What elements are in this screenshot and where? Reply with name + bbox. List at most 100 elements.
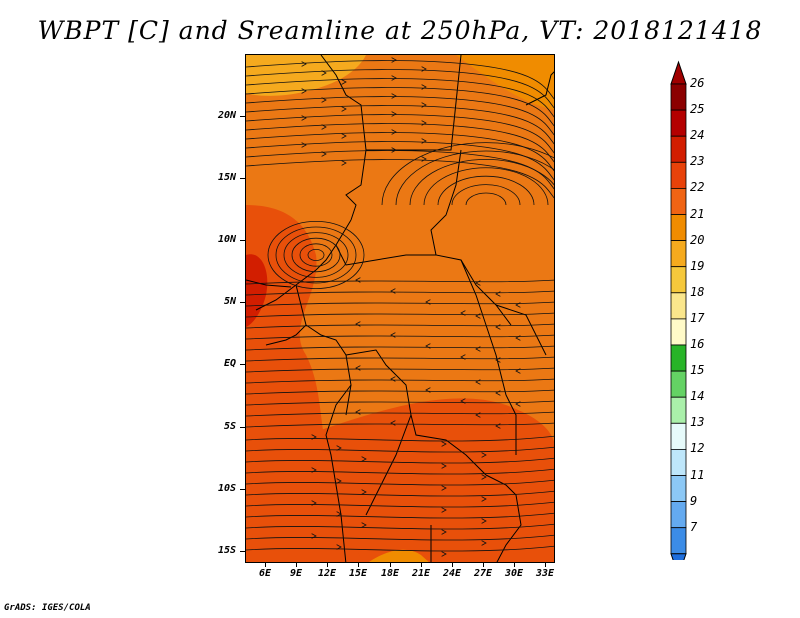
streamline (246, 290, 554, 296)
colorbar-label: 22 (690, 180, 705, 195)
streamline (291, 237, 341, 273)
streamline-arrow (421, 156, 427, 162)
country-border (365, 414, 412, 516)
streamline (246, 367, 554, 373)
grads-credit: GrADS: IGES/COLA (4, 603, 91, 613)
wbpt-22-region-northeast (456, 55, 554, 110)
longitude-label: 30E (504, 568, 524, 579)
streamline (246, 69, 554, 109)
streamline-arrow (475, 280, 481, 286)
streamline-arrow (475, 412, 481, 418)
country-border (325, 384, 352, 562)
latitude-tick (240, 364, 245, 365)
streamline-arrow (515, 368, 521, 374)
streamline-arrow (321, 97, 327, 103)
colorbar-segment (670, 318, 687, 346)
streamline-arrow (441, 551, 447, 557)
streamline (246, 114, 554, 154)
streamline-arrow (495, 324, 501, 330)
streamline-arrow (311, 533, 317, 539)
streamline-arrow (515, 401, 521, 407)
streamline-arrow (301, 115, 307, 121)
streamline-arrow (391, 93, 397, 99)
colorbar-label: 11 (690, 467, 705, 482)
longitude-label: 6E (258, 568, 272, 579)
streamline-arrow (475, 379, 481, 385)
streamline-arrow (336, 511, 342, 517)
streamline (275, 226, 357, 284)
streamline (246, 87, 554, 127)
streamline-arrow (355, 321, 361, 327)
streamline (451, 184, 521, 206)
country-border (335, 244, 436, 266)
country-border (366, 55, 462, 151)
country-border (495, 304, 547, 356)
streamline-arrow (460, 310, 466, 316)
latitude-label: 15N (217, 172, 236, 183)
streamline-arrow (336, 478, 342, 484)
colorbar-segment (670, 422, 687, 450)
streamline-arrow (321, 151, 327, 157)
longitude-label: 21E (411, 568, 431, 579)
latitude-label: 20N (217, 110, 236, 121)
streamline-arrow (425, 387, 431, 393)
country-border (485, 474, 522, 562)
longitude-tick (390, 562, 391, 567)
streamline-arrow (495, 423, 501, 429)
streamline (283, 232, 349, 278)
streamline (246, 323, 554, 329)
streamline-arrow (355, 409, 361, 415)
longitude-tick (483, 562, 484, 567)
streamline-arrow (311, 467, 317, 473)
colorbar-bottom-arrow (670, 553, 687, 560)
streamline-arrow (481, 540, 487, 546)
streamline-arrow (481, 518, 487, 524)
streamline-arrow (355, 277, 361, 283)
streamline (246, 501, 554, 508)
streamlines (246, 57, 554, 557)
streamline (246, 312, 554, 318)
colorbar-label: 14 (690, 389, 705, 404)
streamline-arrow (421, 84, 427, 90)
streamline-arrow (391, 147, 397, 153)
streamline-arrow (336, 445, 342, 451)
colorbar (670, 60, 687, 560)
streamline (246, 422, 554, 428)
streamline-arrow (441, 463, 447, 469)
streamline (246, 512, 554, 519)
streamline-arrow (475, 313, 481, 319)
streamline (246, 446, 554, 453)
streamline-arrow (421, 102, 427, 108)
colorbar-segment (670, 161, 687, 189)
longitude-tick (514, 562, 515, 567)
streamline-arrow (391, 129, 397, 135)
streamline-arrow (495, 390, 501, 396)
colorbar-segment (670, 109, 687, 137)
colorbar-segment (670, 475, 687, 503)
streamline (299, 243, 333, 267)
streamline (409, 159, 554, 206)
streamline (246, 105, 554, 145)
colorbar-label: 13 (690, 415, 705, 430)
streamline (246, 411, 554, 417)
colorbar-label: 12 (690, 441, 705, 456)
colorbar-label: 15 (690, 363, 705, 378)
streamline-arrow (301, 88, 307, 94)
latitude-label: 10S (217, 483, 236, 494)
streamline (307, 249, 325, 261)
colorbar-segment (670, 266, 687, 294)
streamline-arrow (391, 111, 397, 117)
streamline-arrow (341, 133, 347, 139)
colorbar-label: 23 (690, 154, 705, 169)
colorbar-segment (670, 448, 687, 476)
colorbar-segment (670, 370, 687, 398)
streamline-arrow (460, 354, 466, 360)
colorbar-label: 19 (690, 258, 705, 273)
streamline-arrow (311, 500, 317, 506)
streamline (246, 123, 554, 163)
wbpt-22-region-south (369, 549, 429, 562)
streamline-arrow (425, 343, 431, 349)
latitude-label: 10N (217, 234, 236, 245)
streamline (246, 457, 554, 464)
colorbar-label: 20 (690, 232, 705, 247)
